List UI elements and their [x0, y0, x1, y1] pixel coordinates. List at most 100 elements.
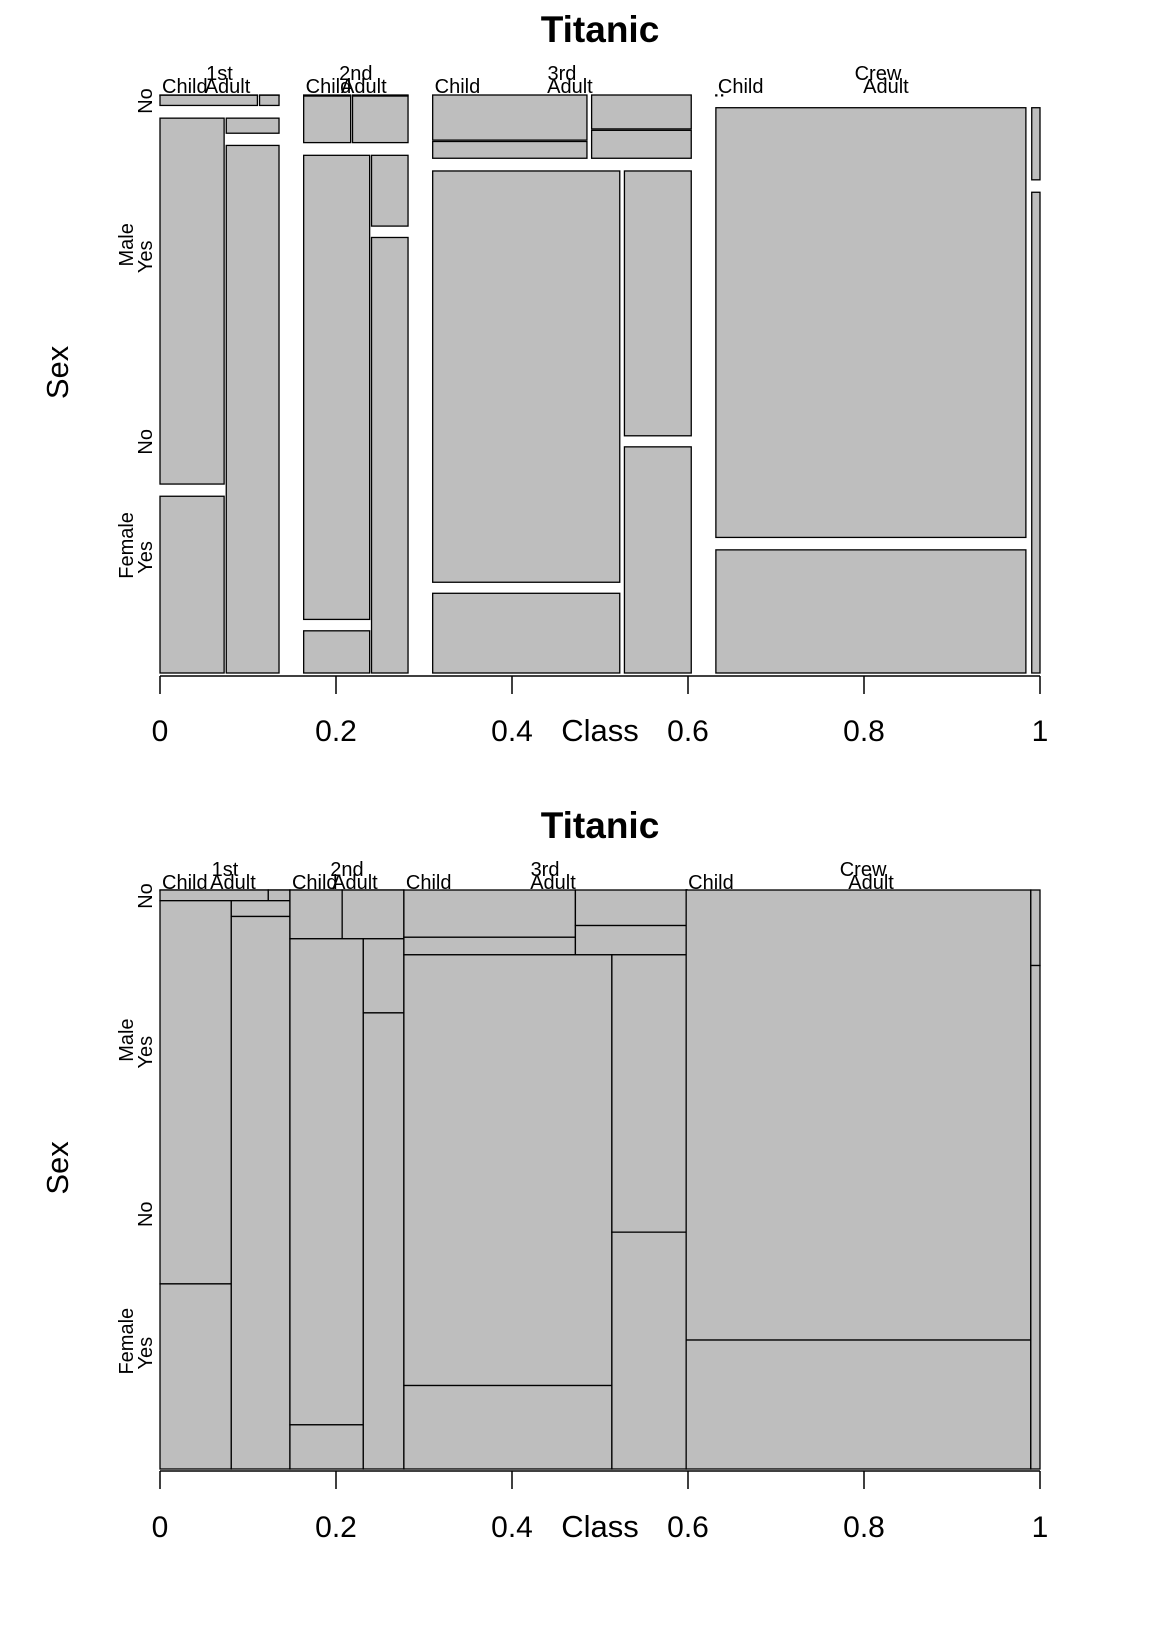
- tiles: [159, 94, 1041, 674]
- class-label-2nd: 2nd: [330, 859, 363, 881]
- x-tick-label: 0.6: [667, 1511, 709, 1544]
- tile-crew-child-male-yes: [715, 94, 718, 97]
- tile-1st-adult-male-yes: [159, 495, 225, 674]
- tile-2nd-child-female-yes: [351, 95, 409, 144]
- tile-3rd-child-male-yes: [432, 140, 588, 159]
- age-label-child-1st: Child: [162, 76, 208, 98]
- x-tick-label: 0.8: [843, 715, 885, 748]
- sex-label-female: Female: [116, 512, 138, 579]
- x-tick-label: 0.8: [843, 1511, 885, 1544]
- tile-2nd-adult-female-no: [370, 154, 409, 227]
- tile-2nd-adult-female-no: [362, 938, 405, 1014]
- tile-3rd-adult-female-no: [611, 954, 687, 1233]
- x-tick-label: 0: [152, 715, 169, 748]
- tile-2nd-adult-male-no: [289, 938, 364, 1426]
- survived-label-female-yes: Yes: [135, 1337, 157, 1370]
- tile-crew-adult-male-yes: [685, 1339, 1032, 1470]
- tile-crew-adult-male-no: [715, 107, 1027, 539]
- survived-label-male-yes: Yes: [135, 241, 157, 274]
- tile-1st-child-female-yes: [258, 94, 280, 107]
- tile-2nd-child-female-yes: [341, 889, 405, 940]
- tile-1st-adult-male-yes: [159, 1283, 232, 1470]
- age-label-adult-3rd: Adult: [530, 872, 576, 894]
- tile-3rd-child-female-yes: [590, 129, 692, 159]
- class-label-1st: 1st: [212, 859, 239, 881]
- tile-1st-child-male-yes: [159, 94, 259, 107]
- x-tick-label: 0.4: [491, 715, 533, 748]
- tile-2nd-adult-female-yes: [362, 1012, 405, 1470]
- tile-crew-adult-female-no: [1031, 107, 1041, 181]
- age-label-child-2nd: Child: [292, 872, 338, 894]
- x-tick-label: 1: [1032, 715, 1049, 748]
- tile-crew-adult-male-no: [685, 889, 1032, 1341]
- x-tick-label: 0.2: [315, 1511, 357, 1544]
- class-label-2nd: 2nd: [339, 63, 372, 85]
- tile-3rd-child-female-no: [574, 889, 687, 927]
- age-label-adult-crew: Adult: [863, 76, 909, 98]
- class-label-crew: Crew: [855, 63, 902, 85]
- age-label-adult-crew: Adult: [848, 872, 894, 894]
- tile-3rd-adult-female-no: [623, 170, 692, 437]
- age-label-child-crew: Child: [718, 76, 764, 98]
- tile-1st-adult-male-no: [159, 900, 232, 1285]
- class-label-crew: Crew: [840, 859, 887, 881]
- age-label-adult-1st: Adult: [205, 76, 251, 98]
- tile-2nd-adult-male-yes: [289, 1424, 364, 1470]
- tile-3rd-adult-female-yes: [611, 1231, 687, 1470]
- tile-2nd-adult-male-yes: [303, 630, 371, 674]
- x-tick-label: 0.6: [667, 715, 709, 748]
- y-axis-label: Sex: [40, 1141, 75, 1195]
- tile-2nd-adult-female-yes: [370, 236, 409, 674]
- tile-3rd-adult-male-yes: [432, 592, 621, 674]
- x-tick-label: 1: [1032, 1511, 1049, 1544]
- tile-2nd-adult-male-no: [303, 154, 371, 621]
- x-axis-label: Class: [561, 713, 639, 748]
- tile-3rd-child-male-no: [432, 94, 588, 141]
- tile-3rd-adult-female-yes: [623, 446, 692, 674]
- tile-crew-adult-female-yes: [1030, 964, 1041, 1470]
- tile-2nd-child-male-yes: [289, 889, 343, 940]
- tile-3rd-child-female-yes: [574, 924, 687, 956]
- age-label-adult-3rd: Adult: [547, 76, 593, 98]
- tile-crew-adult-female-no: [1030, 889, 1041, 967]
- x-tick-label: 0.4: [491, 1511, 533, 1544]
- chart-title: Titanic: [541, 805, 660, 846]
- age-label-child-2nd: Child: [306, 76, 352, 98]
- age-label-adult-2nd: Adult: [332, 872, 378, 894]
- sex-label-female: Female: [116, 1308, 138, 1375]
- tile-1st-child-female-yes: [267, 889, 291, 902]
- chart-title: Titanic: [541, 9, 660, 50]
- tile-3rd-child-male-no: [403, 889, 577, 938]
- survived-label-male-no: No: [135, 883, 157, 909]
- tile-1st-adult-female-no: [230, 900, 291, 918]
- tile-1st-adult-male-no: [159, 117, 225, 485]
- sex-label-male: Male: [116, 223, 138, 266]
- x-tick-label: 0.2: [315, 715, 357, 748]
- tile-crew-adult-female-yes: [1031, 191, 1041, 674]
- tiles: [159, 889, 1041, 1470]
- x-tick-label: 0: [152, 1511, 169, 1544]
- mosaic-panel-top: Titanic1stChildAdult2ndChildAdult3rdChil…: [40, 9, 1048, 748]
- survived-label-male-yes: Yes: [135, 1036, 157, 1069]
- class-label-3rd: 3rd: [548, 63, 577, 85]
- y-axis-label: Sex: [40, 345, 75, 399]
- tile-1st-adult-female-yes: [225, 144, 280, 674]
- x-axis-label: Class: [561, 1509, 639, 1544]
- tile-1st-adult-female-yes: [230, 915, 291, 1470]
- class-label-3rd: 3rd: [531, 859, 560, 881]
- tile-3rd-adult-male-no: [432, 170, 621, 583]
- sex-label-male: Male: [116, 1018, 138, 1061]
- age-label-child-1st: Child: [162, 872, 208, 894]
- tile-3rd-child-male-yes: [403, 936, 577, 956]
- survived-label-female-yes: Yes: [135, 541, 157, 574]
- class-label-1st: 1st: [206, 63, 233, 85]
- age-label-child-crew: Child: [688, 872, 734, 894]
- tile-3rd-adult-male-yes: [403, 1384, 613, 1470]
- age-label-child-3rd: Child: [406, 872, 452, 894]
- tile-crew-adult-male-yes: [715, 549, 1027, 674]
- age-label-adult-1st: Adult: [210, 872, 256, 894]
- tile-crew-child-female-yes: [721, 94, 724, 97]
- tile-3rd-adult-male-no: [403, 954, 613, 1387]
